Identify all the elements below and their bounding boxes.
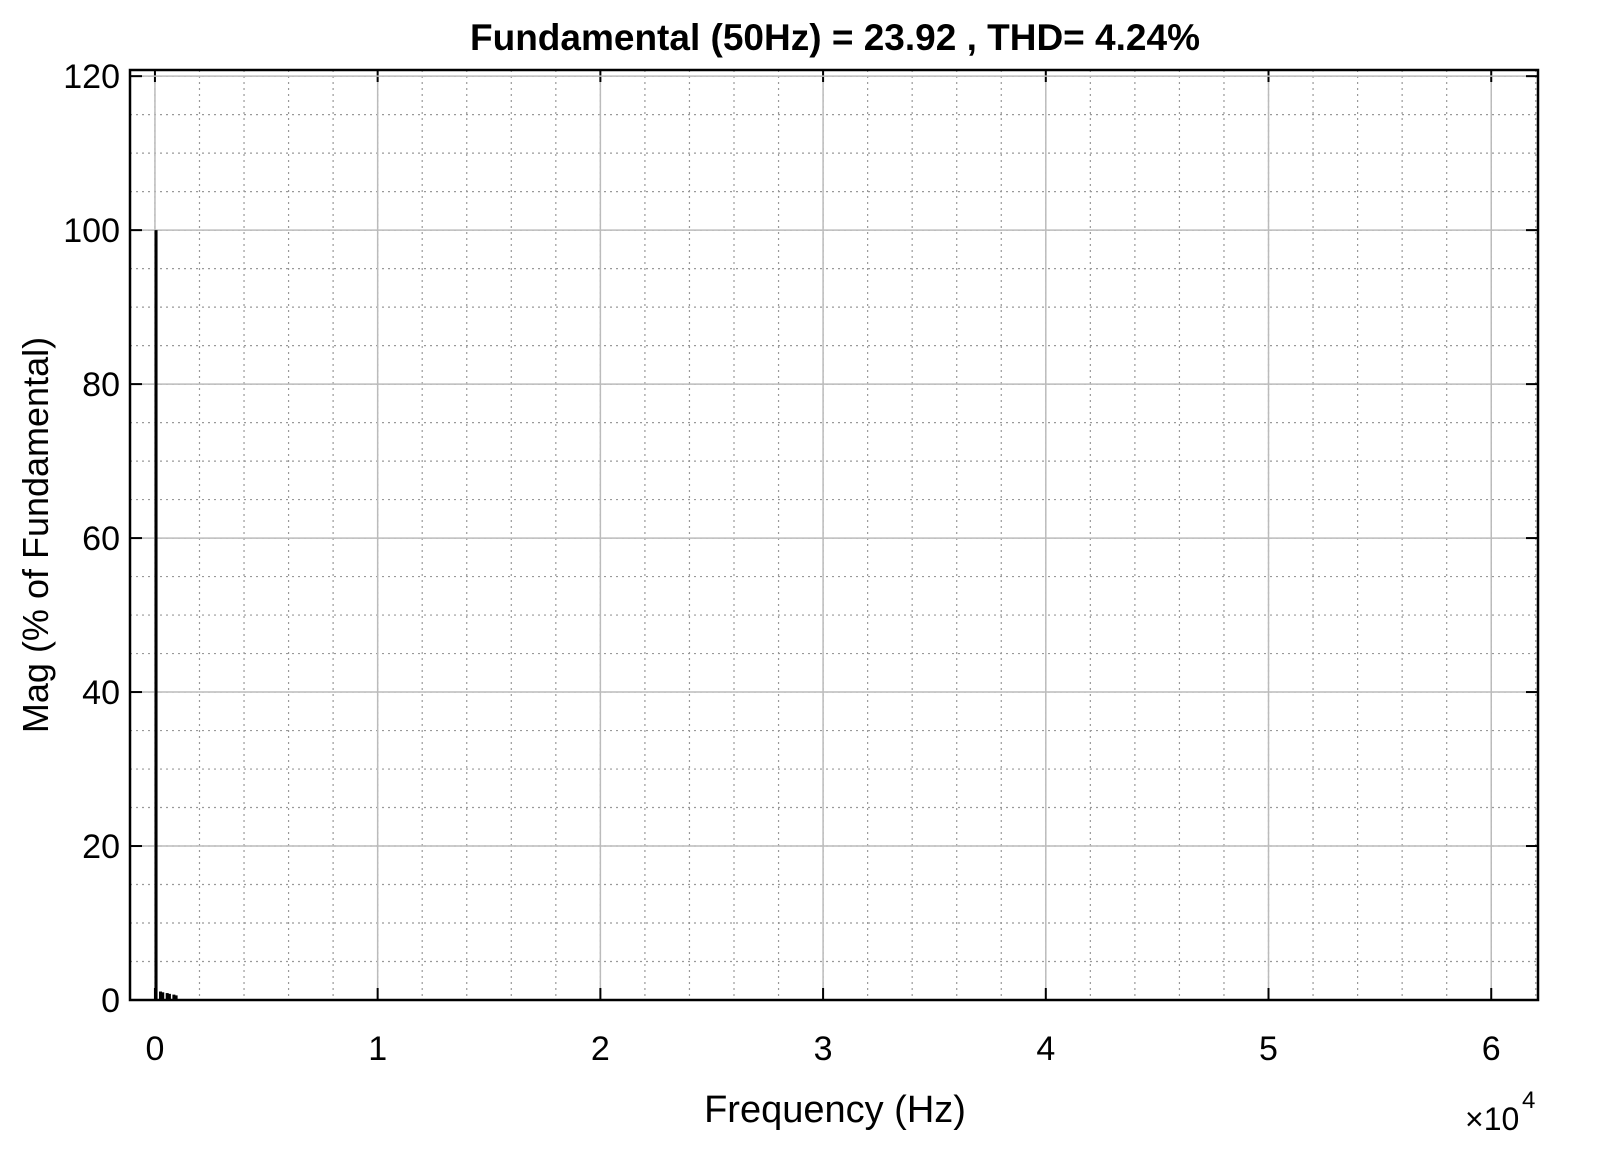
y-tick-label: 80 xyxy=(82,366,120,404)
x-tick-label: 4 xyxy=(1036,1030,1055,1068)
bar xyxy=(154,230,158,1000)
x-tick-label: 0 xyxy=(145,1030,164,1068)
chart-title: Fundamental (50Hz) = 23.92 , THD= 4.24% xyxy=(470,17,1200,58)
y-tick-label: 60 xyxy=(82,520,120,558)
plot-frame xyxy=(128,68,1540,1002)
x-tick-label: 6 xyxy=(1482,1030,1501,1068)
y-tick-label: 20 xyxy=(82,828,120,866)
bar xyxy=(167,993,171,1000)
y-axis-label: Mag (% of Fundamental) xyxy=(15,337,56,733)
x-multiplier: ×10 xyxy=(1465,1101,1519,1137)
x-tick-label: 3 xyxy=(814,1030,833,1068)
y-tick-label: 40 xyxy=(82,674,120,712)
bar xyxy=(161,992,165,1000)
x-tick-label: 1 xyxy=(368,1030,387,1068)
y-tick-label: 120 xyxy=(63,58,120,96)
bar xyxy=(159,991,163,1000)
x-exponent: 4 xyxy=(1522,1087,1535,1114)
y-tick-label: 0 xyxy=(101,982,120,1020)
x-axis-label: Frequency (Hz) xyxy=(704,1089,966,1131)
y-tick-label: 100 xyxy=(63,212,120,250)
bar xyxy=(165,993,169,1000)
x-tick-label: 2 xyxy=(591,1030,610,1068)
bar xyxy=(174,995,178,1000)
x-tick-label: 5 xyxy=(1259,1030,1278,1068)
bar xyxy=(172,994,176,1000)
